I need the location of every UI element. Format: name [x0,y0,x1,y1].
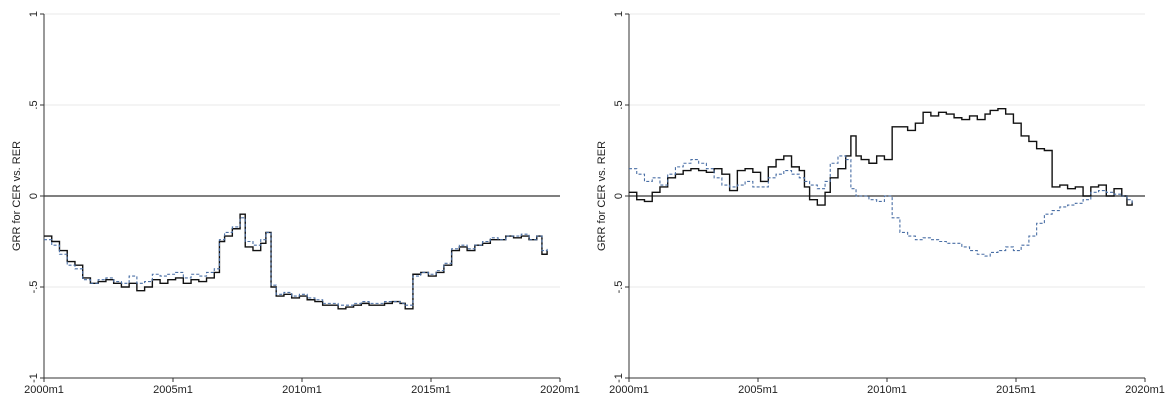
x-tick-label-1: 2005m1 [738,384,778,396]
y-tick-label-4: 1 [613,11,625,17]
y-tick-label-2: 0 [613,193,625,199]
x-tick-label-3: 2015m1 [411,384,451,396]
series-solid-line [629,107,1133,206]
chart-panel-left: -1 -.5 0 .5 1 2000m1 2005m1 2010m1 2015m1 2020m1 G… [11,11,580,396]
x-tick-label-3: 2015m1 [996,384,1036,396]
series-dashed-line [629,155,1133,257]
y-tick-label-2: 0 [28,193,40,199]
x-tick-label-2: 2010m1 [282,384,322,396]
x-tick-label-0: 2000m1 [24,384,64,396]
y-tick-label-3: .5 [613,100,625,109]
x-tick-label-1: 2005m1 [153,384,193,396]
series-dashed-line [44,217,548,306]
y-tick-label-0: -1 [28,373,40,383]
y-tick-label-1: -.5 [613,281,625,294]
x-tick-label-0: 2000m1 [609,384,649,396]
y-tick-label-3: .5 [28,100,40,109]
y-tick-label-1: -.5 [28,281,40,294]
series-solid-line [44,213,548,310]
chart-right: -1 -.5 0 .5 1 2000m1 2005m1 2010m1 2015m1 2020m1 G… [596,11,1165,396]
chart-panel-right: -1 -.5 0 .5 1 2000m1 2005m1 2010m1 2015m1 2020m1 G… [585,0,1170,402]
x-tick-label-4: 2020m1 [540,384,580,396]
y-tick-label-0: -1 [613,373,625,383]
y-tick-label-4: 1 [28,11,40,17]
x-tick-label-4: 2020m1 [1125,384,1165,396]
chart-left: -1 -.5 0 .5 1 2000m1 2005m1 2010m1 2015m1 2020m1 G… [11,11,580,396]
x-tick-label-2: 2010m1 [867,384,907,396]
y-axis-title: GRR for CER vs. RER [596,141,608,251]
y-axis-title: GRR for CER vs. RER [11,141,23,251]
